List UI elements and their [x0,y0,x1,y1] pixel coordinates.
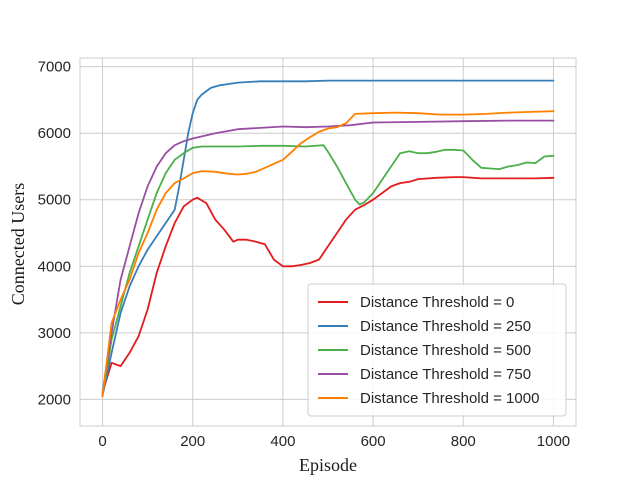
legend-label: Distance Threshold = 500 [360,342,531,359]
series-line-3 [101,144,555,398]
legend: Distance Threshold = 0 Distance Threshold… [307,283,567,417]
x-tick-label: 800 [451,433,476,450]
legend-box [307,283,567,417]
x-axis-label: Episode [299,455,357,475]
y-axis-label: Connected Users [8,183,28,305]
x-tick-label: 0 [98,433,106,450]
series-line-1 [101,176,555,394]
series-line-5 [101,110,555,398]
y-tick-label: 7000 [38,59,71,76]
series-line-4 [101,119,555,394]
y-tick-label: 6000 [38,125,71,142]
plot-frame [79,57,577,427]
series-line-2 [101,79,555,398]
y-tick-label: 4000 [38,258,71,275]
legend-label: Distance Threshold = 750 [360,366,531,383]
x-tick-label: 1000 [537,433,570,450]
legend-label: Distance Threshold = 250 [360,318,531,335]
x-tick-label: 400 [270,433,295,450]
x-tick-label: 200 [180,433,205,450]
legend-label: Distance Threshold = 0 [360,294,514,311]
y-tick-label: 2000 [38,391,71,408]
y-tick-label: 3000 [38,325,71,342]
legend-label: Distance Threshold = 1000 [360,390,539,407]
x-tick-label: 600 [361,433,386,450]
y-tick-label: 5000 [38,192,71,209]
